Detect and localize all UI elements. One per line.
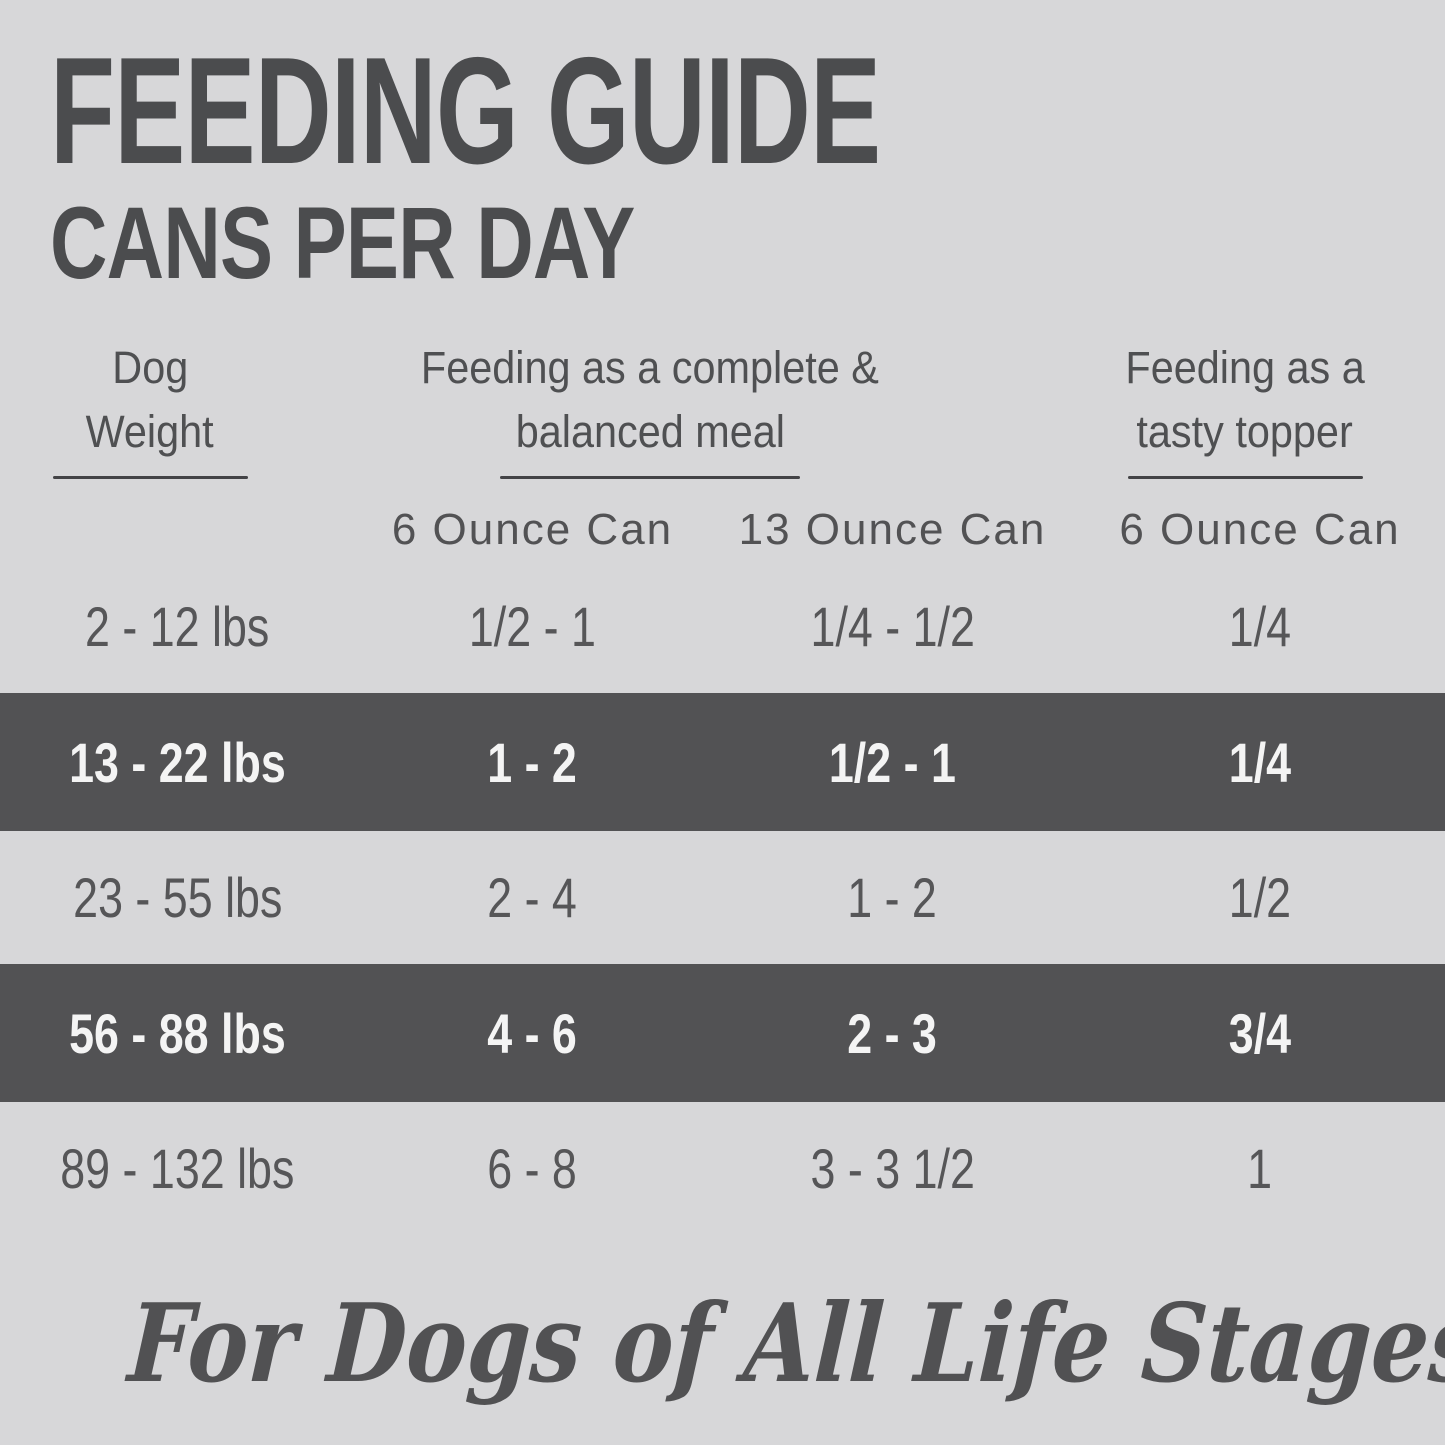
subheader-meal-6oz-can: 6 Ounce Can — [391, 505, 674, 554]
subheader-spacer — [0, 500, 355, 560]
cell-topper-6oz: 1 — [1247, 1137, 1273, 1200]
cell-topper-6oz: 1/4 — [1228, 730, 1292, 794]
column-header-tasty-topper: Feeding as a tasty topper — [1110, 336, 1380, 479]
table-row-highlighted: 56 - 88 lbs 4 - 6 2 - 3 3/4 — [0, 964, 1445, 1102]
page-title: FEEDING GUIDE — [50, 26, 881, 196]
cell-meal-13oz: 3 - 3 1/2 — [810, 1137, 975, 1200]
cell-meal-6oz: 1 - 2 — [487, 730, 578, 794]
cell-meal-13oz: 1 - 2 — [847, 866, 938, 929]
cell-topper-6oz: 3/4 — [1228, 1001, 1292, 1065]
cell-meal-6oz: 1/2 - 1 — [468, 595, 596, 658]
cell-dog-weight: 23 - 55 lbs — [72, 866, 283, 929]
tagline-text: For Dogs of All Life Stages — [125, 1281, 1445, 1407]
column-header-line: tasty topper — [1136, 406, 1354, 457]
cell-meal-6oz: 2 - 4 — [487, 866, 578, 929]
cell-topper-6oz: 1/4 — [1228, 595, 1292, 658]
column-header-dog-weight: Dog Weight — [20, 336, 280, 479]
cell-dog-weight: 2 - 12 lbs — [85, 595, 270, 658]
page-subtitle: CANS PER DAY — [50, 186, 635, 300]
column-header-complete-meal: Feeding as a complete & balanced meal — [360, 336, 940, 479]
column-header-line: Feeding as a — [1125, 342, 1365, 393]
column-header-line: balanced meal — [515, 406, 785, 457]
tagline: For Dogs of All Life Stages — [0, 1280, 1445, 1410]
table-row: 23 - 55 lbs 2 - 4 1 - 2 1/2 — [0, 831, 1445, 964]
cell-dog-weight: 89 - 132 lbs — [60, 1137, 295, 1200]
subheader-row: 6 Ounce Can 13 Ounce Can 6 Ounce Can — [0, 500, 1445, 560]
cell-dog-weight: 56 - 88 lbs — [69, 1001, 286, 1065]
table-body: 2 - 12 lbs 1/2 - 1 1/4 - 1/2 1/4 13 - 22… — [0, 560, 1445, 1235]
subheader-topper-6oz-can: 6 Ounce Can — [1119, 505, 1401, 554]
table-row: 89 - 132 lbs 6 - 8 3 - 3 1/2 1 — [0, 1102, 1445, 1235]
cell-meal-6oz: 6 - 8 — [487, 1137, 578, 1200]
subheader-meal-13oz-can: 13 Ounce Can — [738, 505, 1047, 554]
column-header-line: Weight — [85, 406, 215, 457]
cell-meal-13oz: 1/2 - 1 — [828, 730, 956, 794]
cell-meal-13oz: 1/4 - 1/2 — [810, 595, 975, 658]
column-header-line: Feeding as a complete & — [421, 342, 879, 393]
table-header: Dog Weight Feeding as a complete & balan… — [0, 336, 1445, 486]
header-underline — [52, 476, 248, 479]
table-row-highlighted: 13 - 22 lbs 1 - 2 1/2 - 1 1/4 — [0, 693, 1445, 831]
cell-topper-6oz: 1/2 — [1228, 866, 1292, 929]
column-header-line: Dog — [112, 342, 188, 393]
cell-dog-weight: 13 - 22 lbs — [69, 730, 286, 794]
table-row: 2 - 12 lbs 1/2 - 1 1/4 - 1/2 1/4 — [0, 560, 1445, 693]
cell-meal-13oz: 2 - 3 — [847, 1001, 938, 1065]
header-underline — [500, 476, 800, 479]
header-underline — [1127, 476, 1363, 479]
cell-meal-6oz: 4 - 6 — [487, 1001, 578, 1065]
